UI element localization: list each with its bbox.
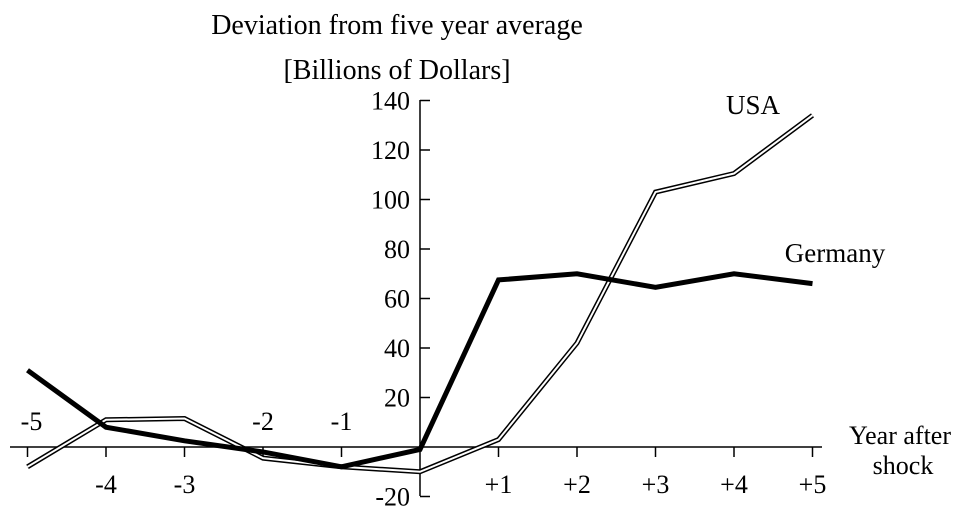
x-tick-label: +5	[799, 470, 827, 499]
y-ticks: -20 20 40 60 80 100 120 140	[371, 87, 430, 509]
x-tick-label: -2	[252, 407, 274, 436]
y-tick-label: 120	[371, 136, 410, 165]
series-label-germany: Germany	[785, 238, 886, 268]
y-tick-label: 60	[384, 285, 410, 314]
x-tick-label: -3	[174, 470, 196, 499]
x-tick-label: +2	[563, 470, 591, 499]
y-tick-label: 100	[371, 186, 410, 215]
chart-title-line-1: Deviation from five year average	[211, 10, 583, 41]
x-tick-label: +3	[642, 470, 670, 499]
y-tick-label: 40	[384, 334, 410, 363]
x-axis-title-line-1: Year after	[849, 421, 951, 450]
x-tick-label: +1	[485, 470, 513, 499]
series-layer	[26, 113, 814, 475]
y-tick-label: 80	[384, 235, 410, 264]
x-axis-title-line-2: shock	[873, 451, 934, 480]
series-line-usa-inner	[26, 114, 814, 473]
x-ticks: -5 -4 -3 -2 -1 +1 +2 +3 +4 +5	[21, 407, 827, 499]
y-tick-label: -20	[375, 483, 410, 509]
series-label-usa: USA	[726, 90, 781, 120]
x-tick-label: +4	[720, 470, 748, 499]
x-tick-label: -4	[95, 470, 117, 499]
x-tick-label: -5	[21, 407, 43, 436]
y-tick-label: 140	[371, 87, 410, 116]
x-tick-label: -1	[331, 407, 353, 436]
y-tick-label: 20	[384, 384, 410, 413]
series-line-germany	[26, 271, 813, 470]
chart-title-line-2: [Billions of Dollars]	[283, 55, 510, 86]
